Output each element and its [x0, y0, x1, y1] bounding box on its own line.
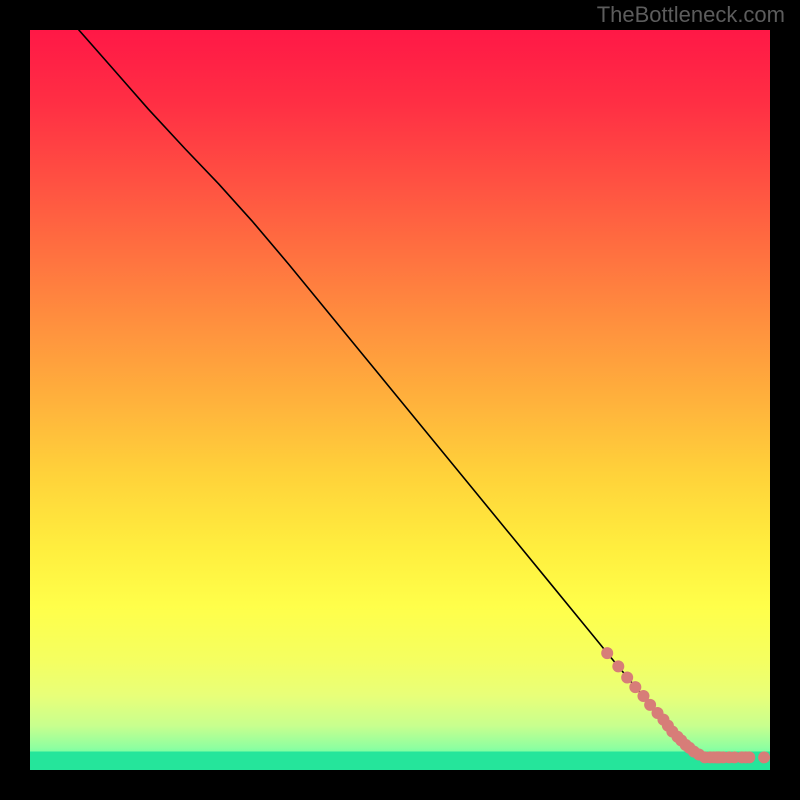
plot-area [30, 30, 770, 770]
overlay-svg [30, 30, 770, 770]
scatter-point [629, 681, 641, 693]
scatter-point [758, 751, 770, 763]
chart-root: TheBottleneck.com [0, 0, 800, 800]
main-curve-line [79, 30, 705, 757]
scatter-point [601, 647, 613, 659]
scatter-markers [601, 647, 770, 763]
scatter-point [621, 672, 633, 684]
scatter-point [612, 660, 624, 672]
watermark-text: TheBottleneck.com [597, 2, 785, 28]
scatter-point [743, 751, 755, 763]
